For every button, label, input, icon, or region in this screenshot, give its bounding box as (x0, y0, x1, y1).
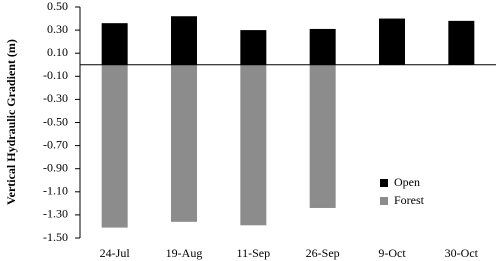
bar (379, 18, 405, 65)
y-tick-label: 0.30 (47, 22, 68, 36)
y-axis-title: Vertical Hydraulic Gradient (m) (4, 39, 18, 205)
x-tick-label: 30-Oct (445, 246, 479, 260)
legend-label: Forest (394, 193, 425, 207)
bar (101, 64, 128, 228)
x-tick-label: 26-Sep (306, 246, 340, 260)
legend-swatch (380, 197, 388, 205)
y-tick-label: 0.10 (47, 45, 68, 59)
bar (171, 16, 197, 65)
bar (309, 64, 336, 208)
y-tick-label: -0.10 (43, 68, 68, 82)
y-tick-label: 0.50 (47, 0, 68, 13)
y-tick-label: -1.50 (43, 230, 68, 244)
bar (309, 28, 336, 65)
legend-label: Open (394, 175, 420, 189)
bar (240, 64, 267, 226)
x-tick-label: 24-Jul (100, 246, 131, 260)
legend-swatch (380, 179, 388, 187)
y-tick-label: -0.50 (43, 114, 68, 128)
x-tick-label: 9-Oct (378, 246, 406, 260)
x-tick-label: 19-Aug (166, 246, 203, 260)
bar (101, 23, 128, 65)
y-tick-label: -1.30 (43, 207, 68, 221)
bar (240, 30, 267, 65)
x-tick-label: 11-Sep (237, 246, 271, 260)
bar (171, 64, 197, 222)
bar (448, 20, 475, 65)
y-tick-label: -0.70 (43, 137, 68, 151)
y-tick-label: -0.90 (43, 160, 68, 174)
y-tick-label: -1.10 (43, 184, 68, 198)
y-tick-label: -0.30 (43, 91, 68, 105)
